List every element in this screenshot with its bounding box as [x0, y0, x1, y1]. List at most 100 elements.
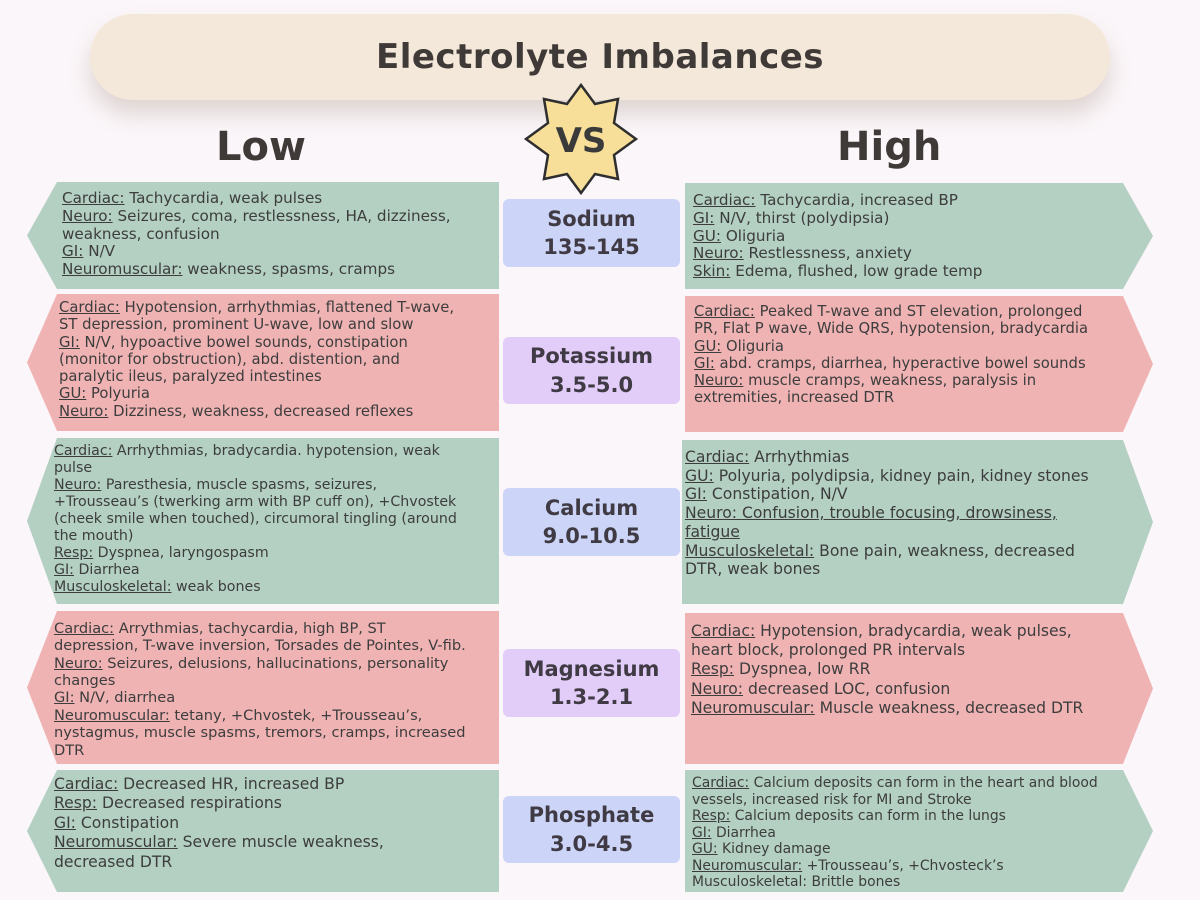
calcium-high-box: Cardiac: Arrhythmias GU: Polyuria, polydi…	[682, 440, 1153, 604]
potassium-range: 3.5-5.0	[549, 372, 634, 397]
calcium-label: Calcium 9.0-10.5	[503, 488, 680, 556]
symptom-line: Cardiac: Arrythmias, tachycardia, high B…	[54, 620, 493, 637]
magnesium-low-box: Cardiac: Arrythmias, tachycardia, high B…	[27, 611, 499, 764]
symptom-line: Resp: Dyspnea, low RR	[691, 660, 1123, 679]
system-label: GI:	[694, 354, 715, 372]
magnesium-high-box: Cardiac: Hypotension, bradycardia, weak …	[685, 613, 1153, 764]
system-label: Neuro:	[694, 372, 744, 390]
symptom-text: the mouth)	[54, 528, 134, 545]
symptom-line: Cardiac: Arrhythmias	[685, 448, 1123, 467]
symptom-text: Oliguria	[721, 337, 784, 355]
symptom-line: ST depression, prominent U-wave, low and…	[59, 316, 491, 333]
symptom-line: Cardiac: Decreased HR, increased BP	[54, 775, 491, 794]
symptom-line: Resp: Dyspnea, laryngospasm	[54, 545, 491, 562]
symptom-text: (monitor for obstruction), abd. distenti…	[59, 350, 400, 368]
symptom-line: Neuro: Seizures, delusions, hallucinatio…	[54, 655, 493, 672]
system-label: Neuro:	[54, 477, 102, 494]
symptom-line: GI: N/V	[62, 242, 491, 261]
symptom-line: GI: N/V, hypoactive bowel sounds, consti…	[59, 334, 491, 351]
calcium-high-lines: Cardiac: Arrhythmias GU: Polyuria, polydi…	[685, 448, 1123, 579]
system-label: Neuro:	[59, 402, 109, 420]
system-label: Neuro:	[691, 679, 744, 698]
potassium-name: Potassium	[529, 344, 654, 369]
symptom-line: Neuro: decreased LOC, confusion	[691, 680, 1123, 699]
symptom-line: Neuro: Confusion, trouble focusing, drow…	[685, 504, 1123, 523]
magnesium-name: Magnesium	[523, 656, 660, 681]
symptom-line: GU: Oliguria	[694, 338, 1123, 355]
symptom-text: Severe muscle weakness,	[177, 833, 384, 852]
symptom-line: Neuro: Paresthesia, muscle spasms, seizu…	[54, 477, 491, 494]
phosphate-low-lines: Cardiac: Decreased HR, increased BP Resp:…	[54, 775, 491, 872]
system-label: Cardiac:	[694, 303, 755, 320]
system-label: GI:	[692, 824, 712, 841]
symptom-text: (cheek smile when touched), circumoral t…	[54, 511, 457, 528]
symptom-text: Polyuria, polydipsia, kidney pain, kidne…	[713, 466, 1089, 485]
symptom-line: Neuromuscular: +Trousseau’s, +Chvosteck’…	[692, 858, 1123, 875]
symptom-line: Cardiac: Tachycardia, increased BP	[693, 192, 1123, 210]
symptom-text: changes	[54, 672, 116, 690]
sodium-name: Sodium	[547, 206, 636, 231]
magnesium-label: Magnesium 1.3-2.1	[503, 649, 680, 717]
symptom-line: nystagmus, muscle spasms, tremors, cramp…	[54, 724, 493, 741]
symptom-line: Musculoskeletal: weak bones	[54, 579, 491, 596]
system-label: Neuromuscular:	[62, 260, 183, 279]
symptom-line: extremities, increased DTR	[694, 389, 1123, 406]
symptom-text: weakness, confusion	[62, 224, 220, 243]
symptom-line: heart block, prolonged PR intervals	[691, 641, 1123, 660]
symptom-text: Oliguria	[721, 226, 786, 245]
calcium-low-box: Cardiac: Arrhythmias, bradycardia. hypot…	[27, 438, 499, 604]
symptom-text: depression, T-wave inversion, Torsades d…	[54, 637, 466, 655]
phosphate-high-box: Cardiac: Calcium deposits can form in th…	[685, 770, 1153, 892]
symptom-text: vessels, increased risk for MI and Strok…	[692, 791, 972, 808]
system-label: Resp:	[54, 545, 94, 562]
symptom-line: the mouth)	[54, 528, 491, 545]
symptom-text: Tachycardia, weak pulses	[124, 189, 323, 207]
symptom-text: Restlessness, anxiety	[743, 244, 912, 263]
symptom-line: PR, Flat P wave, Wide QRS, hypotension, …	[694, 320, 1123, 337]
system-label: Skin:	[693, 262, 731, 281]
symptom-line: DTR	[54, 742, 493, 759]
symptom-line: depression, T-wave inversion, Torsades d…	[54, 637, 493, 654]
symptom-text: Constipation	[75, 813, 180, 832]
symptom-text: Decreased respirations	[97, 794, 282, 813]
symptom-text: Hypotension, bradycardia, weak pulses,	[755, 622, 1072, 640]
system-label: Neuro: Confusion, trouble focusing, drow…	[685, 504, 1057, 523]
symptom-text: abd. cramps, diarrhea, hyperactive bowel…	[714, 354, 1086, 372]
potassium-high-lines: Cardiac: Peaked T-wave and ST elevation,…	[694, 303, 1123, 407]
low-heading: Low	[216, 124, 306, 170]
symptom-text: Diarrhea	[711, 824, 776, 841]
phosphate-label: Phosphate 3.0-4.5	[503, 796, 680, 863]
symptom-text: Arrythmias, tachycardia, high BP, ST	[114, 620, 386, 637]
system-label: Cardiac:	[54, 620, 115, 637]
system-label: GI:	[54, 562, 74, 579]
symptom-line: Neuro: Restlessness, anxiety	[693, 245, 1123, 263]
system-label: Cardiac:	[692, 775, 750, 791]
symptom-line: decreased DTR	[54, 853, 491, 872]
symptom-line: Cardiac: Calcium deposits can form in th…	[692, 775, 1123, 792]
title-banner: Electrolyte Imbalances	[90, 14, 1110, 100]
symptom-text: Peaked T-wave and ST elevation, prolonge…	[754, 303, 1083, 320]
symptom-text: Muscle weakness, decreased DTR	[814, 698, 1084, 717]
symptom-line: Neuromuscular: Severe muscle weakness,	[54, 833, 491, 852]
system-label: GU:	[694, 337, 722, 355]
symptom-line: Neuro: Seizures, coma, restlessness, HA,…	[62, 206, 491, 226]
symptom-line: (monitor for obstruction), abd. distenti…	[59, 351, 491, 368]
symptom-line: GI: Diarrhea	[54, 562, 491, 579]
symptom-text: N/V, thirst (polydipsia)	[714, 208, 890, 227]
symptom-line: Cardiac: Tachycardia, weak pulses	[62, 189, 491, 208]
symptom-text: Seizures, coma, restlessness, HA, dizzin…	[112, 206, 451, 225]
symptom-line: weakness, confusion	[62, 224, 491, 244]
symptom-text: weakness, spasms, cramps	[182, 260, 395, 279]
star-shape	[523, 82, 639, 196]
symptom-text: nystagmus, muscle spasms, tremors, cramp…	[54, 724, 466, 742]
symptom-text: Diarrhea	[73, 562, 140, 579]
magnesium-low-lines: Cardiac: Arrythmias, tachycardia, high B…	[54, 620, 493, 759]
system-label: GI:	[59, 333, 80, 351]
symptom-line: Resp: Calcium deposits can form in the l…	[692, 808, 1123, 825]
symptom-line: paralytic ileus, paralyzed intestines	[59, 368, 491, 385]
vs-star-badge: VS	[523, 82, 639, 196]
system-label: Neuro:	[54, 654, 103, 672]
system-label: GU:	[59, 385, 87, 403]
vs-label: VS	[556, 121, 607, 161]
symptom-line: Neuro: muscle cramps, weakness, paralysi…	[694, 372, 1123, 389]
